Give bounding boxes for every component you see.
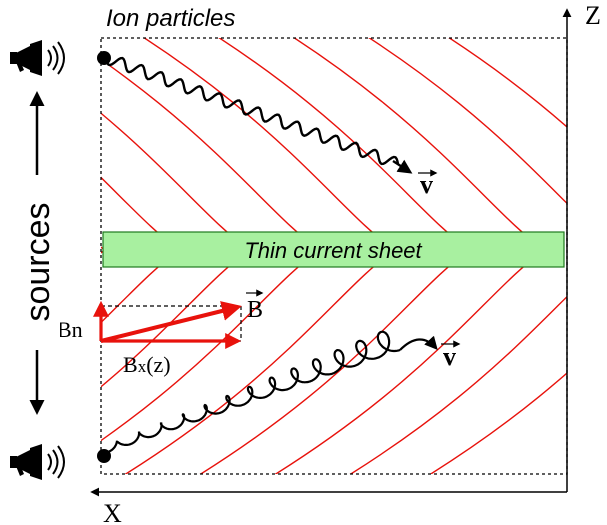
b-vector [100, 301, 242, 343]
z-axis-label: Z [585, 1, 601, 30]
velocity-label-lower: v [443, 342, 456, 371]
sources-label: sources [19, 202, 57, 321]
diagram-title: Ion particles [106, 5, 235, 32]
field-line [429, 38, 567, 474]
velocity-vector-lower: v [399, 335, 461, 371]
field-line [349, 38, 567, 474]
x-axis-label: X [103, 499, 122, 525]
ion-trajectory-upper [104, 56, 400, 166]
bn-label: Bn [57, 317, 83, 342]
source-dot-top [97, 51, 111, 65]
b-label: B [247, 297, 263, 323]
megaphone-icon [10, 40, 65, 76]
bx-label: Bx(z) [123, 352, 171, 377]
velocity-label-upper: v [420, 170, 433, 199]
velocity-vector-upper: v [392, 159, 438, 199]
megaphone-icon [10, 444, 65, 480]
ion-trajectory-lower [107, 330, 401, 454]
current-sheet-label: Thin current sheet [244, 238, 422, 263]
field-vector-decomposition: Bn B Bx(z) [57, 289, 264, 377]
source-dot-bottom [97, 449, 111, 463]
sources-indicator: sources [14, 91, 60, 415]
current-sheet [102, 231, 565, 268]
